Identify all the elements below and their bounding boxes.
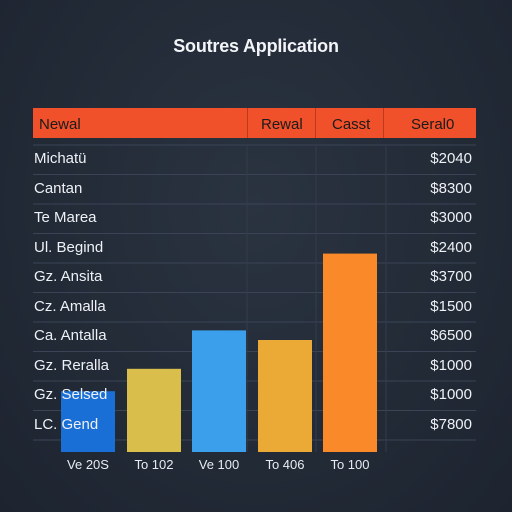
row-label: Gz. Reralla <box>34 356 110 374</box>
bar-3 <box>192 330 246 452</box>
row-value: $2040 <box>430 150 472 167</box>
x-tick-label: Ve 20S <box>67 457 109 472</box>
x-tick-label: Ve 100 <box>198 457 240 472</box>
header-divider <box>247 108 248 138</box>
header-divider <box>383 108 384 138</box>
row-label: Michatü <box>34 150 87 167</box>
row-value: $1000 <box>430 386 472 403</box>
row-value: $2400 <box>430 238 472 256</box>
row-value: $6500 <box>430 327 472 344</box>
row-label: Ca. Antalla <box>34 327 107 344</box>
table-header: Newal Rewal Casst Seral0 <box>33 108 476 138</box>
row-value: $3700 <box>430 268 472 285</box>
header-cell-2: Rewal <box>261 116 303 133</box>
row-label: LC. Gend <box>34 415 99 433</box>
row-value: $3000 <box>430 209 472 226</box>
bar-4 <box>258 340 312 452</box>
header-cell-3: Casst <box>332 116 371 133</box>
bar-2 <box>127 368 181 452</box>
chart-title: Soutres Application <box>173 36 339 56</box>
row-value: $1500 <box>430 297 472 315</box>
row-label: Gz. Ansita <box>34 268 103 285</box>
x-tick-label: To 102 <box>134 457 174 472</box>
x-tick-label: To 100 <box>330 457 370 472</box>
bar-1 <box>61 391 115 452</box>
row-label: Cz. Amalla <box>34 297 106 315</box>
header-cell-1: Newal <box>39 116 81 133</box>
row-label: Te Marea <box>34 209 97 226</box>
header-divider <box>315 108 316 138</box>
row-value: $7800 <box>430 415 472 433</box>
row-value: $8300 <box>430 179 472 197</box>
row-label: Gz. Selsed <box>34 386 108 403</box>
bar-5 <box>323 253 377 452</box>
row-label: Ul. Begind <box>34 238 104 256</box>
x-tick-label: To 406 <box>265 457 305 472</box>
row-label: Cantan <box>34 179 83 197</box>
row-value: $1000 <box>430 356 472 374</box>
header-cell-4: Seral0 <box>411 116 455 133</box>
